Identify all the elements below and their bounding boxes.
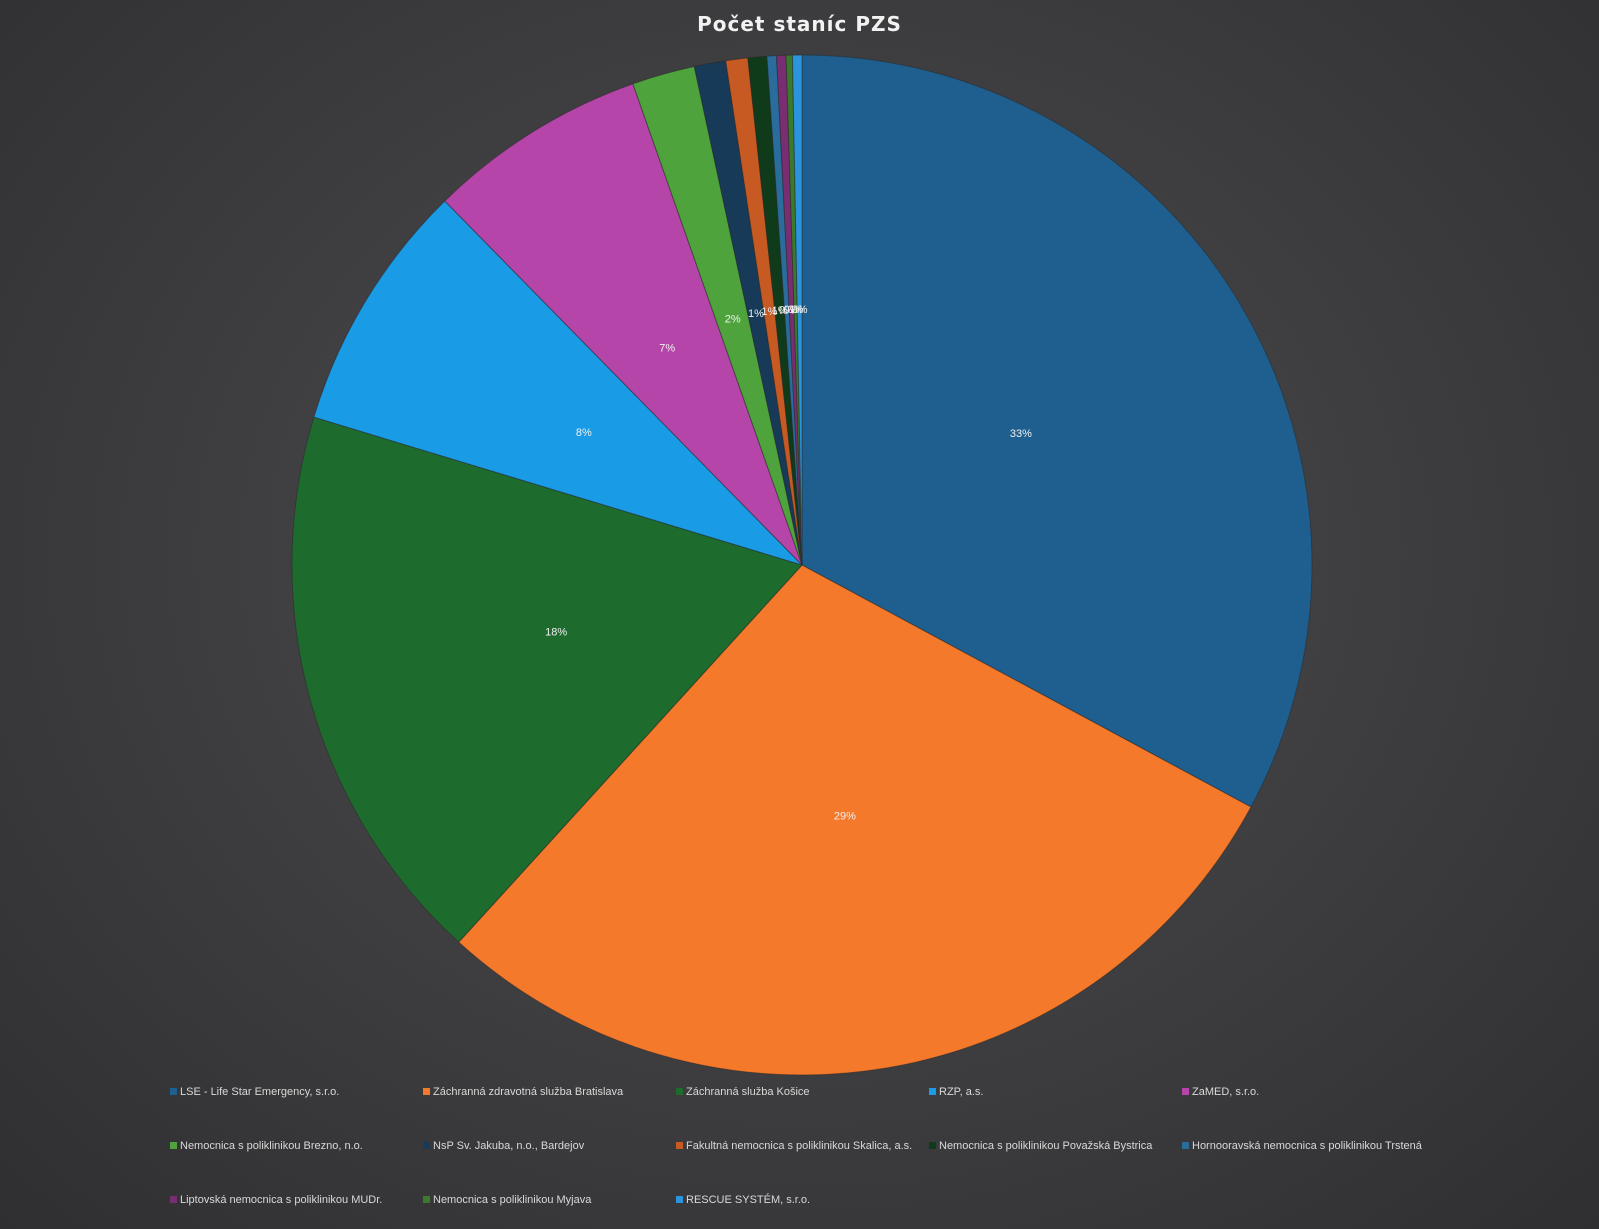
pie-slices bbox=[291, 54, 1313, 1076]
legend-item: Fakultná nemocnica s poliklinikou Skalic… bbox=[676, 1131, 921, 1161]
slice-label: 8% bbox=[576, 427, 592, 439]
legend-swatch bbox=[676, 1142, 683, 1149]
legend-swatch bbox=[676, 1196, 683, 1203]
legend-item: Liptovská nemocnica s poliklinikou MUDr. bbox=[170, 1185, 415, 1215]
slice-label: 0% bbox=[779, 304, 795, 316]
slice-label: 7% bbox=[659, 342, 675, 354]
legend-item: ZaMED, s.r.o. bbox=[1182, 1077, 1427, 1107]
legend-label: NsP Sv. Jakuba, n.o., Bardejov bbox=[433, 1140, 585, 1152]
legend-swatch bbox=[170, 1088, 177, 1095]
legend-swatch bbox=[929, 1088, 936, 1095]
slice-label: 0% bbox=[792, 304, 808, 316]
legend-swatch bbox=[676, 1088, 683, 1095]
legend-swatch bbox=[423, 1088, 430, 1095]
legend-item: LSE - Life Star Emergency, s.r.o. bbox=[170, 1077, 415, 1107]
pie-slice bbox=[791, 54, 803, 566]
slice-label: 0% bbox=[784, 304, 800, 316]
legend-label: RESCUE SYSTÉM, s.r.o. bbox=[686, 1194, 811, 1206]
slice-label: 1% bbox=[748, 308, 764, 320]
legend-label: Fakultná nemocnica s poliklinikou Skalic… bbox=[686, 1140, 913, 1152]
pie-slice bbox=[444, 83, 803, 566]
legend-label: ZaMED, s.r.o. bbox=[1192, 1086, 1260, 1098]
slice-label: 18% bbox=[545, 627, 567, 639]
pie-slice bbox=[457, 564, 1252, 1076]
pie-slice bbox=[801, 54, 1313, 808]
slice-label: 1% bbox=[761, 306, 777, 318]
pie-labels: 33%29%18%8%7%2% 1%1%1%0%0%0%0% bbox=[545, 304, 1032, 822]
legend-item: Nemocnica s poliklinikou Myjava bbox=[423, 1185, 668, 1215]
pie-slice bbox=[291, 416, 803, 943]
slice-label: 1% bbox=[772, 305, 788, 317]
legend-label: Nemocnica s poliklinikou Brezno, n.o. bbox=[180, 1140, 363, 1152]
legend-item: Záchranná služba Košice bbox=[676, 1077, 921, 1107]
legend-label: Nemocnica s poliklinikou Považská Bystri… bbox=[939, 1140, 1153, 1152]
legend-label: Nemocnica s poliklinikou Myjava bbox=[433, 1194, 592, 1206]
legend-item: RESCUE SYSTÉM, s.r.o. bbox=[676, 1185, 921, 1215]
legend-label: Liptovská nemocnica s poliklinikou MUDr. bbox=[180, 1194, 383, 1206]
legend-swatch bbox=[423, 1142, 430, 1149]
legend-label: RZP, a.s. bbox=[939, 1086, 984, 1098]
legend-item: RZP, a.s. bbox=[929, 1077, 1174, 1107]
slice-label: 2% bbox=[725, 314, 741, 326]
legend-label: Hornooravská nemocnica s poliklinikou Tr… bbox=[1192, 1140, 1422, 1152]
legend-label: Záchranná služba Košice bbox=[686, 1086, 810, 1098]
legend-swatch bbox=[929, 1142, 936, 1149]
legend-item: NsP Sv. Jakuba, n.o., Bardejov bbox=[423, 1131, 668, 1161]
legend-swatch bbox=[423, 1196, 430, 1203]
legend-label: Záchranná zdravotná služba Bratislava bbox=[433, 1086, 624, 1098]
slice-label: 0% bbox=[788, 304, 804, 316]
chart-title: Počet staníc PZS bbox=[697, 12, 902, 36]
legend-item: Nemocnica s poliklinikou Brezno, n.o. bbox=[170, 1131, 415, 1161]
legend-item: Záchranná zdravotná služba Bratislava bbox=[423, 1077, 668, 1107]
slice-label: 33% bbox=[1010, 428, 1032, 440]
legend-swatch bbox=[1182, 1142, 1189, 1149]
legend-label: LSE - Life Star Emergency, s.r.o. bbox=[180, 1086, 340, 1098]
legend-swatch bbox=[170, 1196, 177, 1203]
legend-swatch bbox=[1182, 1088, 1189, 1095]
pie-slice bbox=[313, 200, 803, 566]
slice-label: 29% bbox=[834, 810, 856, 822]
legend-item: Nemocnica s poliklinikou Považská Bystri… bbox=[929, 1131, 1174, 1161]
legend-item: Hornooravská nemocnica s poliklinikou Tr… bbox=[1182, 1131, 1427, 1161]
legend-swatch bbox=[170, 1142, 177, 1149]
